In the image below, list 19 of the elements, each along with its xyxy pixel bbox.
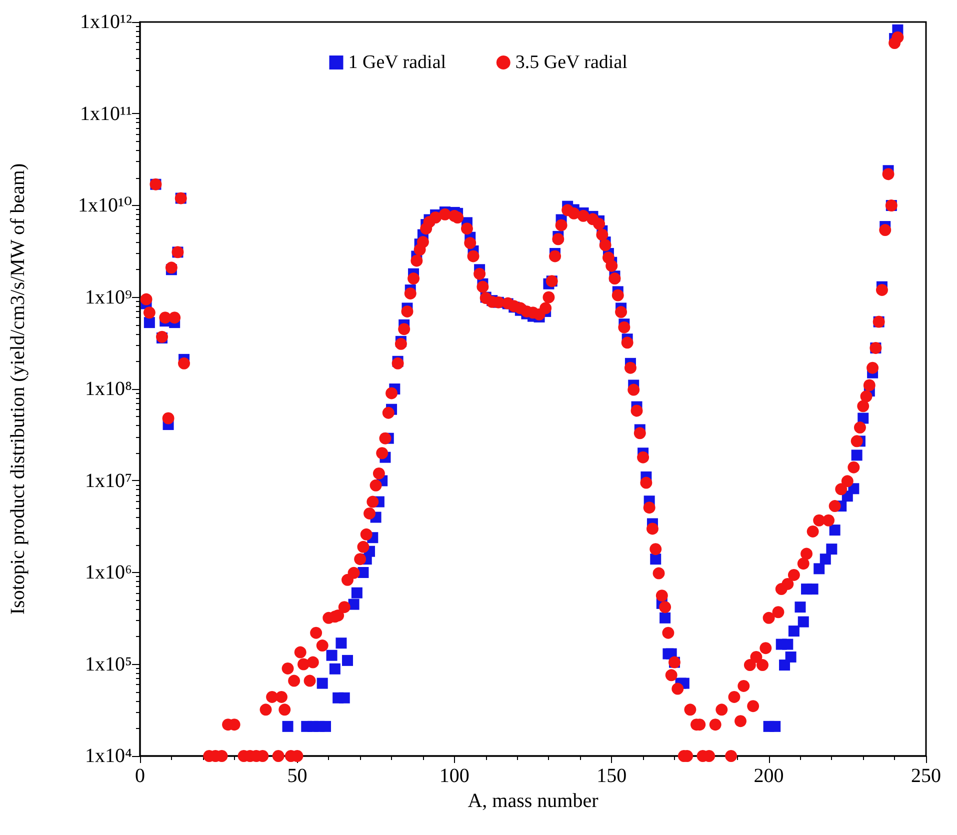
x-tick-label: 0 (135, 765, 145, 787)
x-tick-label: 50 (287, 765, 308, 787)
y-tick-label: 1x10⁷ (85, 470, 132, 492)
x-tick-label: 250 (911, 765, 941, 787)
y-tick-label: 1x10¹⁰ (78, 194, 132, 216)
x-tick-label: 100 (439, 765, 470, 787)
y-tick-label: 1x10⁴ (85, 745, 132, 767)
y-axis-title: Isotopic product distribution (yield/cm3/s/MW of beam) (7, 163, 29, 615)
x-tick-label: 200 (754, 765, 784, 787)
y-tick-label: 1x10¹¹ (80, 102, 132, 125)
y-tick-label: 1x10⁶ (85, 562, 132, 584)
legend-label: 1 GeV radial (348, 52, 446, 73)
y-tick-label: 1x10⁸ (85, 378, 132, 400)
y-tick-label: 1x10⁵ (85, 653, 132, 676)
y-tick-label: 1x10⁹ (85, 286, 132, 308)
y-tick-label: 1x10¹² (80, 11, 132, 33)
x-axis-title: A, mass number (468, 790, 599, 812)
legend-label: 3.5 GeV radial (515, 52, 628, 73)
x-tick-label: 150 (596, 765, 627, 787)
